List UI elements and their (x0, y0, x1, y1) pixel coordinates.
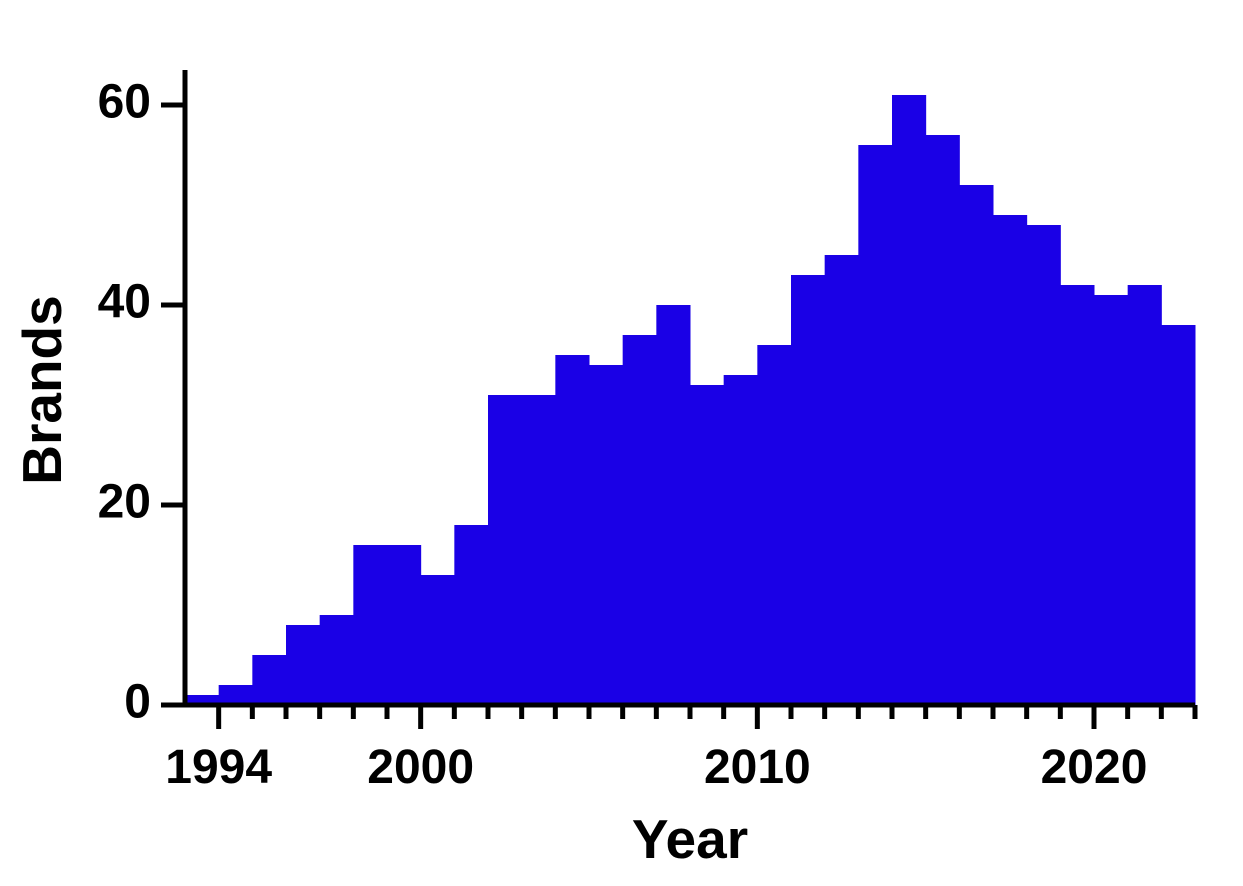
y-axis-label: Brands (11, 295, 73, 485)
x-tick-label: 2020 (1041, 741, 1148, 794)
y-tick-label: 60 (98, 76, 151, 129)
bar (926, 135, 960, 705)
bar (656, 305, 690, 705)
bar (959, 185, 993, 705)
bar (219, 685, 253, 705)
x-tick-label: 2010 (704, 741, 811, 794)
bar (555, 355, 589, 705)
bar (522, 395, 556, 705)
bar (791, 275, 825, 705)
bar (421, 575, 455, 705)
x-axis-label: Year (632, 808, 748, 870)
bar (454, 525, 488, 705)
bar (252, 655, 286, 705)
bar (1094, 295, 1128, 705)
x-tick-label: 1994 (165, 741, 272, 794)
bar (858, 145, 892, 705)
y-tick-label: 0 (124, 676, 151, 729)
chart-container: 0 20 40 60 1994 2000 2010 2020 Year Brands (0, 0, 1243, 886)
bar (892, 95, 926, 705)
bar (724, 375, 758, 705)
x-tick-label: 2000 (367, 741, 474, 794)
bar (1128, 285, 1162, 705)
bar (1161, 325, 1195, 705)
bar (286, 625, 320, 705)
bar (353, 545, 387, 705)
bar (1060, 285, 1094, 705)
bar (623, 335, 657, 705)
bar (993, 215, 1027, 705)
bar (825, 255, 859, 705)
bar (387, 545, 421, 705)
bar (690, 385, 724, 705)
y-tick-label: 40 (98, 276, 151, 329)
bar (589, 365, 623, 705)
y-tick-label: 20 (98, 476, 151, 529)
bar (757, 345, 791, 705)
bar (1027, 225, 1061, 705)
bar (488, 395, 522, 705)
brands-by-year-bar-chart: 0 20 40 60 1994 2000 2010 2020 Year Brands (0, 0, 1243, 886)
bar (320, 615, 354, 705)
